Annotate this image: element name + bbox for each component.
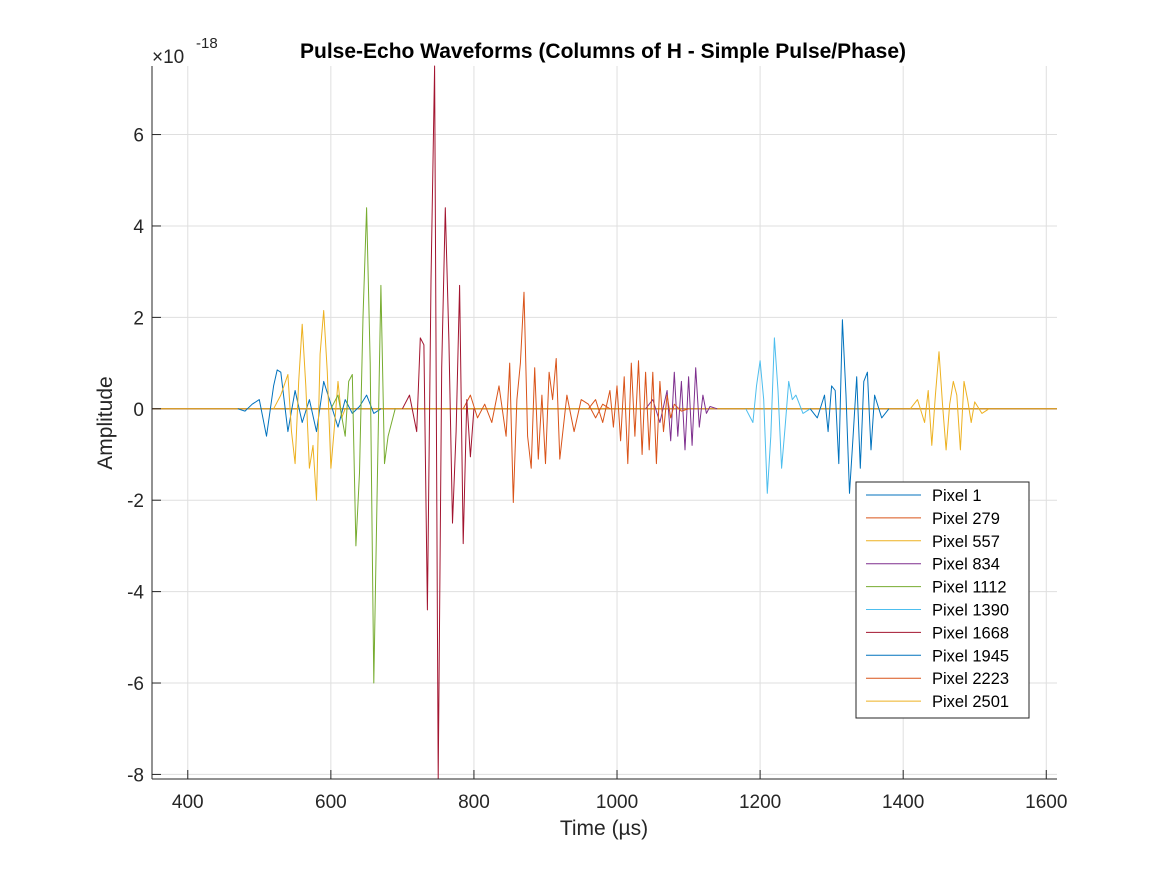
x-tick-label: 800 [458,792,490,813]
exponent-base: ×10 [152,47,184,68]
y-exponent-label: ×10 -18 [152,35,218,68]
y-axis-title: Amplitude [94,376,117,469]
tick-labels: 400 600 800 1000 1200 1400 1600 -8 -6 -4 -2 0 2 4 6 [127,126,1067,813]
legend-label: Pixel 2223 [932,670,1009,688]
legend-label: Pixel 1 [932,487,982,505]
x-tick-label: 1400 [882,792,924,813]
series-lines [237,65,990,780]
x-tick-label: 400 [172,792,204,813]
chart-title: Pulse-Echo Waveforms (Columns of H - Sim… [300,40,906,63]
x-tick-label: 1000 [596,792,638,813]
y-tick-label: -2 [127,491,144,512]
legend-label: Pixel 834 [932,556,1000,574]
x-axis-title: Time (µs) [560,817,648,840]
legend-label: Pixel 1390 [932,602,1009,620]
series-line-6 [745,337,811,494]
legend: Pixel 1 Pixel 279 Pixel 557 Pixel 834 Pixel … [855,481,1030,719]
y-tick-label: -4 [127,583,144,604]
series-line-7 [401,65,475,780]
x-tick-label: 600 [315,792,347,813]
x-tick-label: 1600 [1025,792,1067,813]
legend-label: Pixel 1112 [932,579,1007,597]
y-tick-label: 6 [133,126,144,147]
exponent-power: -18 [196,35,218,52]
y-tick-label: 2 [133,308,144,329]
series-line-2 [462,291,611,503]
y-tick-label: 0 [133,400,144,421]
series-line-9 [588,360,689,465]
series-line-4 [645,367,718,451]
series-line-1 [237,369,382,437]
series-line-8 [809,319,890,494]
legend-label: Pixel 1945 [932,647,1009,665]
x-tick-label: 1200 [739,792,781,813]
y-tick-label: 4 [133,217,144,238]
legend-label: Pixel 1668 [932,624,1009,642]
legend-label: Pixel 2501 [932,693,1009,711]
y-tick-label: -8 [127,765,144,786]
series-line-10 [909,351,990,451]
legend-label: Pixel 279 [932,510,1000,528]
series-line-3 [273,310,346,501]
axes [151,66,1057,780]
legend-label: Pixel 557 [932,533,1000,551]
y-tick-label: -6 [127,674,144,695]
series-line-5 [330,207,396,684]
legend-entries: Pixel 1 Pixel 279 Pixel 557 Pixel 834 Pixel … [866,487,1009,711]
